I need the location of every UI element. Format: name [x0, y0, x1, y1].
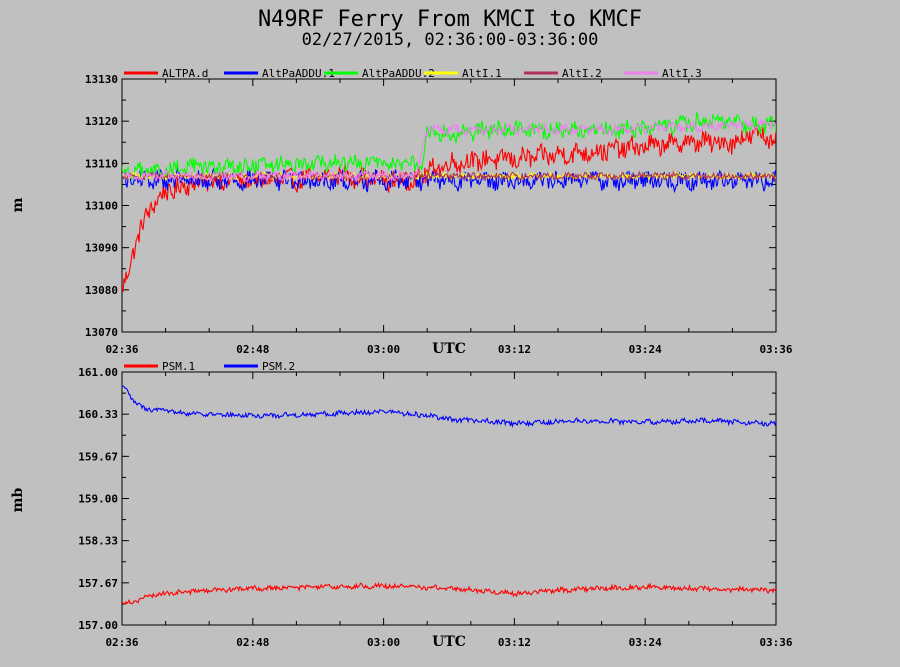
y-axis-label: m [10, 197, 26, 212]
y-tick-label: 161.00 [78, 366, 118, 379]
y-tick-label: 159.67 [78, 450, 118, 463]
y-tick-label: 13130 [85, 73, 118, 86]
y-tick-label: 13080 [85, 284, 118, 297]
series-line-AltPaADDU.2 [122, 111, 776, 181]
series-line-ALTPA.d [122, 124, 776, 292]
legend-label: PSM.1 [162, 360, 195, 373]
x-tick-label: 03:12 [498, 343, 531, 356]
y-tick-label: 13090 [85, 242, 118, 255]
y-tick-label: 159.00 [78, 493, 118, 506]
x-tick-label: 03:24 [629, 343, 662, 356]
x-tick-label: 02:36 [105, 343, 138, 356]
x-tick-label: 03:24 [629, 636, 662, 649]
x-tick-label: 03:00 [367, 343, 400, 356]
legend-label: PSM.2 [262, 360, 295, 373]
legend-label: AltPaADDU.1 [262, 67, 335, 80]
y-tick-label: 13100 [85, 200, 118, 213]
x-tick-label: 03:36 [759, 343, 792, 356]
plot-frame [121, 78, 777, 333]
x-tick-label: 03:12 [498, 636, 531, 649]
y-axis-label: mb [10, 487, 26, 512]
series-line-PSM.1 [122, 581, 776, 605]
chart-subtitle: 02/27/2015, 02:36:00-03:36:00 [302, 30, 599, 50]
series-line-AltI.3 [122, 118, 776, 183]
x-tick-label: 03:36 [759, 636, 792, 649]
x-axis-label: UTC [432, 634, 466, 650]
x-tick-label: 02:36 [105, 636, 138, 649]
y-tick-label: 158.33 [78, 535, 118, 548]
y-tick-label: 157.67 [78, 577, 118, 590]
x-tick-label: 03:00 [367, 636, 400, 649]
legend-label: AltI.2 [562, 67, 602, 80]
x-tick-label: 02:48 [236, 636, 269, 649]
y-tick-label: 157.00 [78, 619, 118, 632]
panel-1: 13070 13080 13090 13100 13110 13120 13130 02:36… [10, 67, 793, 357]
x-axis-label: UTC [432, 341, 466, 357]
panel-2: 157.00 157.67 158.33 159.00 159.67 160.33 161.… [10, 360, 793, 650]
series-line-PSM.2 [122, 385, 776, 429]
y-tick-label: 13120 [85, 115, 118, 128]
legend-label: AltI.1 [462, 67, 502, 80]
legend-label: AltPaADDU.2 [362, 67, 435, 80]
y-tick-label: 160.33 [78, 408, 118, 421]
x-tick-label: 02:48 [236, 343, 269, 356]
legend-label: ALTPA.d [162, 67, 208, 80]
y-tick-label: 13110 [85, 157, 118, 170]
panels: 13070 13080 13090 13100 13110 13120 13130 02:36… [10, 67, 793, 650]
chart-title: N49RF Ferry From KMCI to KMCF [258, 7, 642, 32]
legend-label: AltI.3 [662, 67, 702, 80]
y-tick-label: 13070 [85, 326, 118, 339]
